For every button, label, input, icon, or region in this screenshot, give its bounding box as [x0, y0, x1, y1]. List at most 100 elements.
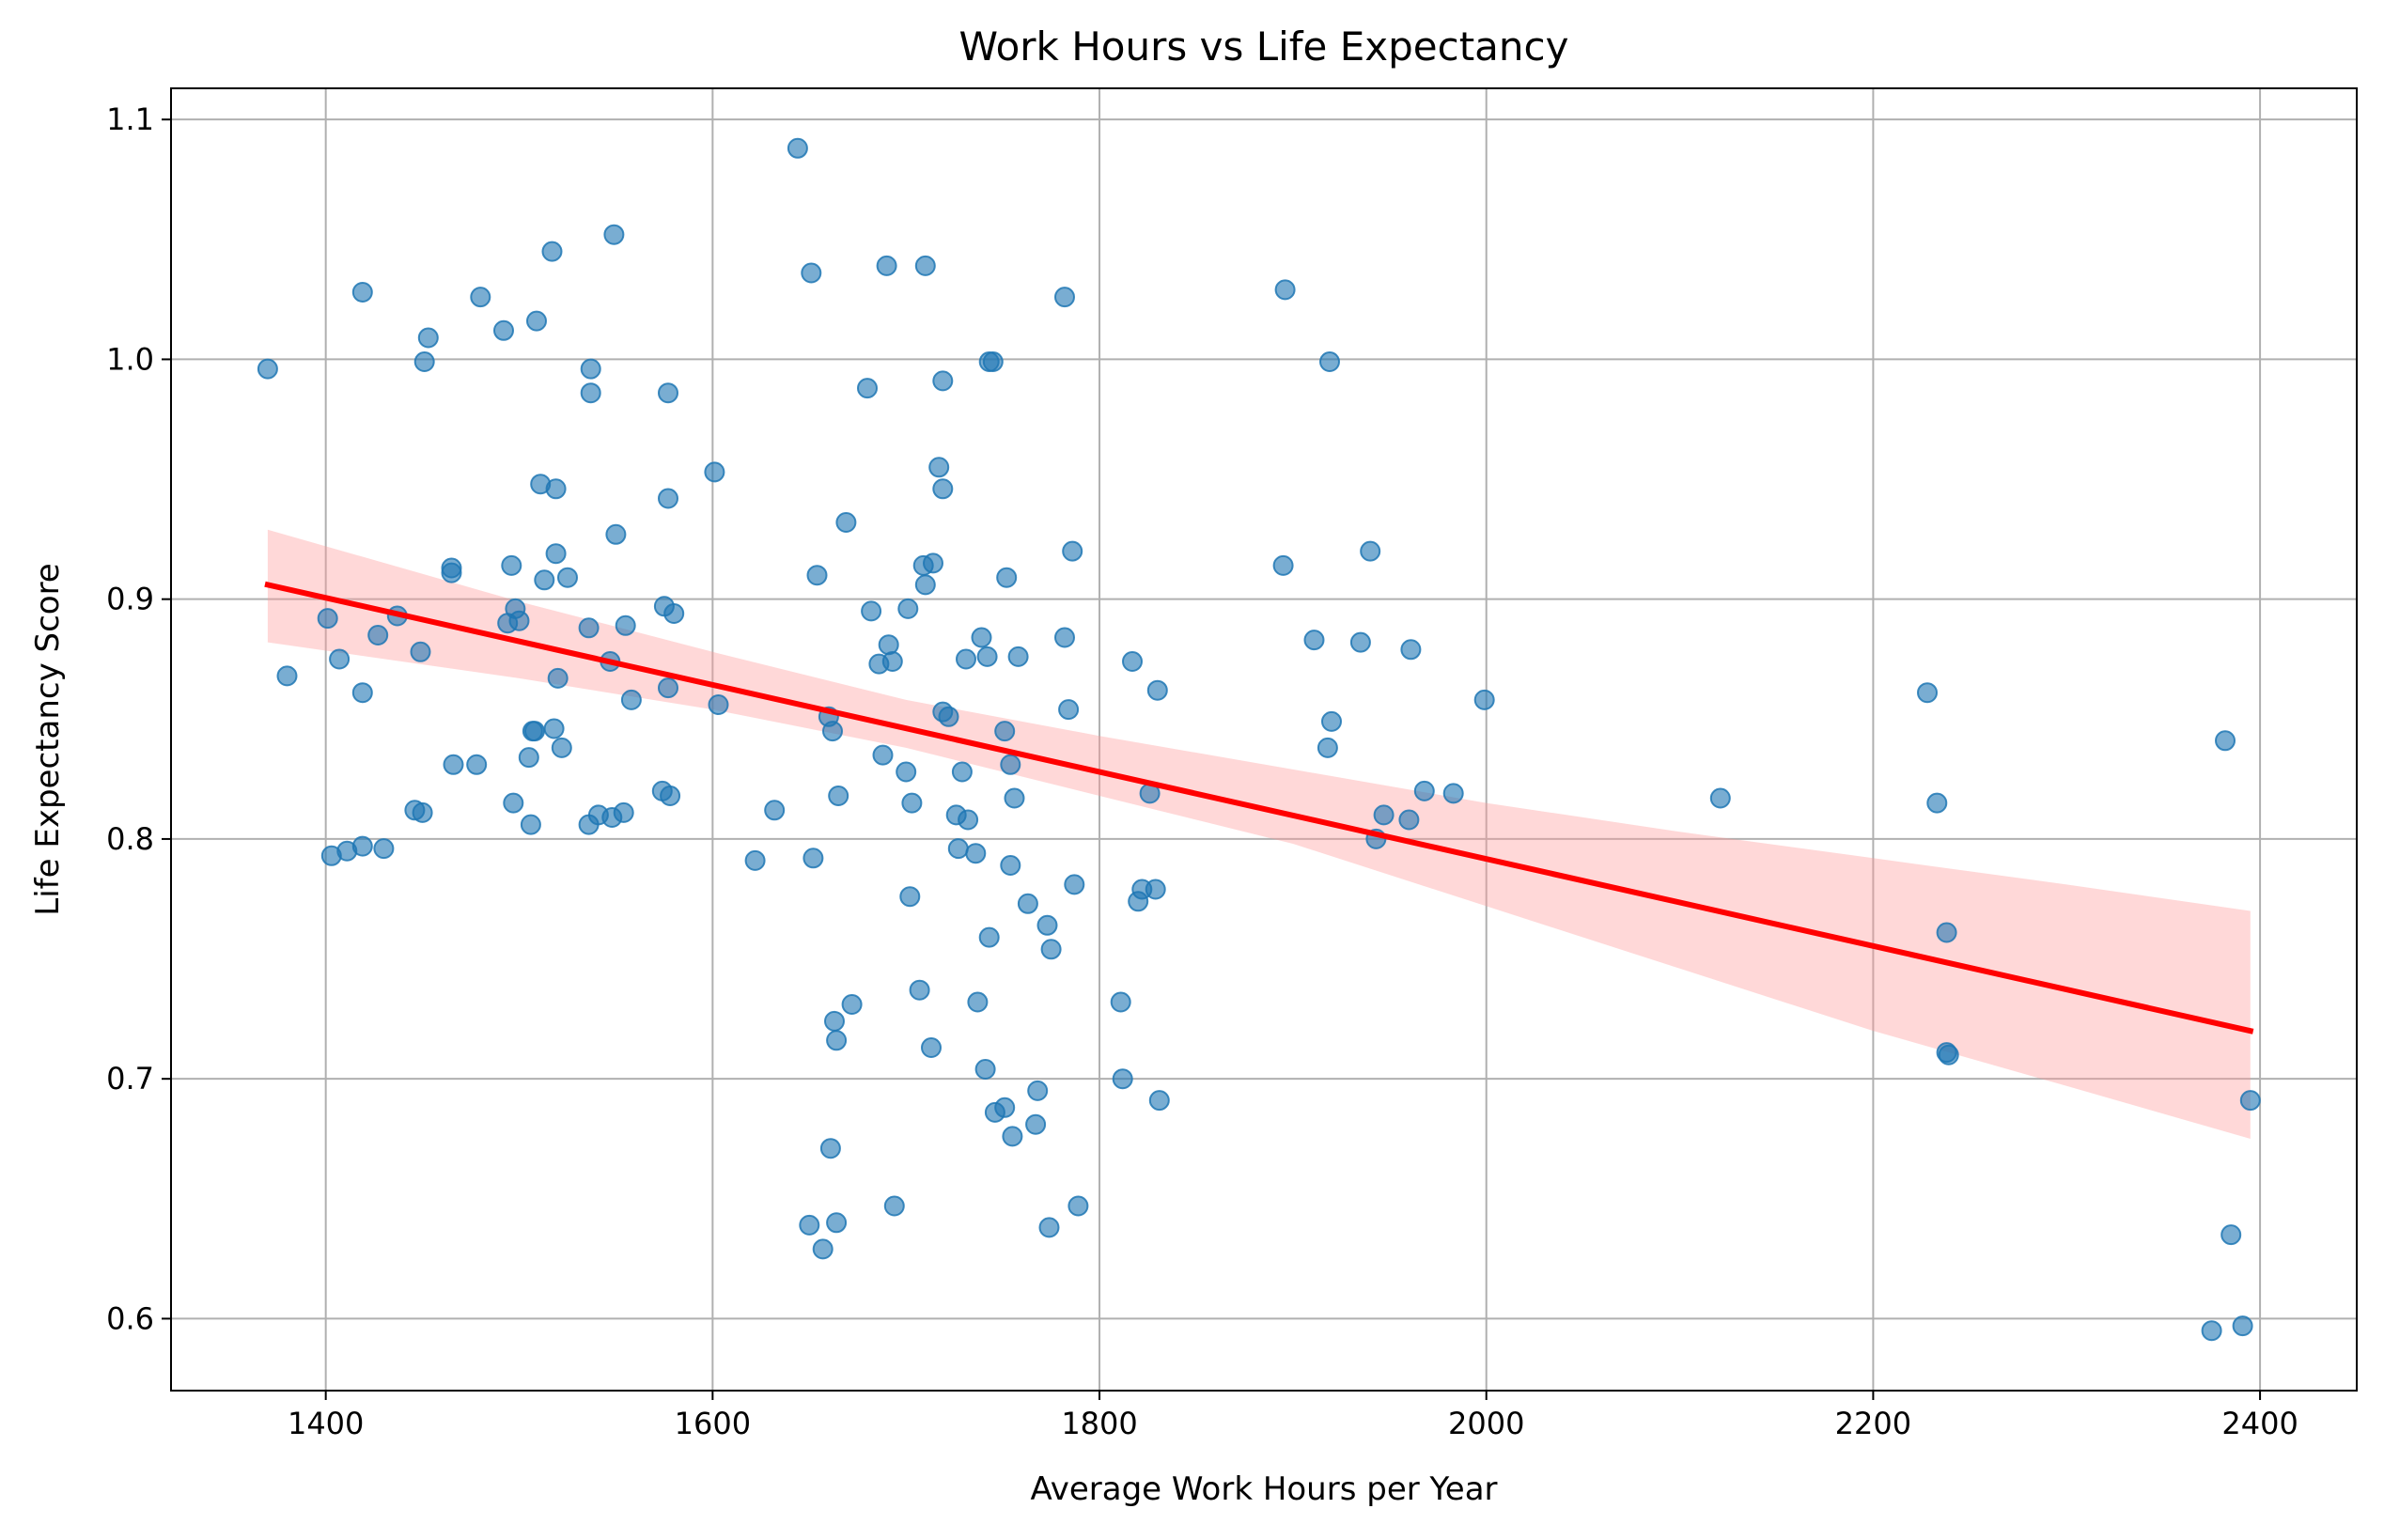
y-tick-label: 0.7	[106, 1061, 154, 1097]
data-point	[826, 1212, 848, 1234]
data-point	[551, 737, 572, 758]
data-point	[580, 382, 601, 404]
data-point	[1040, 939, 1062, 960]
data-point	[417, 327, 439, 349]
data-point	[1027, 1080, 1049, 1101]
data-point	[801, 262, 822, 284]
data-point	[317, 608, 338, 630]
data-point	[1017, 893, 1038, 914]
data-point	[802, 848, 824, 869]
data-point	[958, 809, 979, 831]
data-point	[1025, 1113, 1047, 1135]
data-point	[603, 224, 625, 245]
data-point	[897, 598, 919, 619]
data-point	[534, 569, 555, 591]
x-tick-label: 2400	[2221, 1406, 2298, 1441]
data-point	[971, 627, 992, 648]
data-point	[1442, 783, 1464, 804]
data-point	[951, 761, 973, 783]
data-point	[613, 801, 634, 823]
data-point	[1473, 689, 1495, 710]
data-point	[1303, 630, 1325, 651]
data-point	[872, 744, 894, 766]
grid-layer	[171, 88, 2357, 1391]
data-point	[660, 786, 681, 806]
data-point	[826, 1030, 848, 1051]
data-point	[881, 651, 903, 672]
data-point	[547, 667, 569, 689]
data-point	[1038, 1217, 1060, 1238]
data-point	[578, 617, 600, 639]
data-point	[896, 761, 917, 783]
data-point	[1064, 874, 1085, 895]
data-point	[819, 1138, 841, 1159]
data-point	[1000, 855, 1021, 876]
data-point	[1146, 679, 1168, 701]
x-tick-label: 1800	[1061, 1406, 1137, 1441]
data-point	[994, 1097, 1016, 1118]
data-point	[861, 600, 882, 622]
data-point	[1938, 1044, 1959, 1066]
data-point	[909, 979, 930, 1001]
data-point	[967, 991, 989, 1013]
data-point	[1360, 540, 1381, 562]
plot-frame	[170, 87, 2358, 1392]
data-point	[822, 721, 843, 742]
data-point	[956, 648, 976, 670]
data-point	[1272, 554, 1294, 576]
data-point	[921, 1037, 942, 1058]
data-point	[518, 747, 539, 769]
data-point	[2201, 1320, 2222, 1342]
data-point	[526, 310, 547, 332]
data-point	[557, 567, 578, 588]
data-point	[901, 792, 923, 814]
data-point	[744, 849, 766, 871]
data-point	[812, 1238, 834, 1260]
data-point	[466, 754, 488, 775]
y-tick-label: 0.6	[106, 1300, 154, 1336]
regression-line	[264, 581, 2254, 1034]
data-point	[883, 1195, 905, 1217]
data-point	[708, 694, 729, 715]
data-point	[1110, 991, 1131, 1013]
data-point	[663, 603, 685, 624]
data-point	[806, 565, 828, 586]
y-tick-label: 1.0	[106, 341, 154, 377]
data-point	[1036, 914, 1058, 936]
y-tick-label: 0.8	[106, 821, 154, 857]
x-tick-label: 1400	[288, 1406, 364, 1441]
data-point	[1373, 804, 1395, 826]
data-point	[1400, 639, 1422, 661]
data-point	[373, 838, 395, 860]
data-point	[1917, 682, 1938, 704]
data-point	[543, 718, 565, 739]
x-tick-label: 1600	[675, 1406, 751, 1441]
data-point	[835, 512, 857, 533]
data-point	[1122, 651, 1143, 672]
chart-title: Work Hours vs Life Expectancy	[959, 23, 1569, 70]
data-point	[764, 800, 786, 821]
data-point	[923, 552, 943, 574]
data-point	[1317, 737, 1338, 758]
data-point	[824, 1010, 845, 1032]
data-point	[976, 646, 998, 667]
y-tick-label: 1.1	[106, 101, 154, 137]
regression-line-layer	[264, 581, 2254, 1034]
data-point	[410, 641, 431, 662]
data-point	[799, 1214, 820, 1236]
y-tick-label: 0.9	[106, 582, 154, 617]
data-point	[545, 478, 567, 500]
data-point	[2220, 1224, 2242, 1246]
data-point	[1145, 879, 1166, 900]
data-point	[1398, 809, 1420, 831]
data-point	[787, 137, 808, 159]
data-point	[1002, 1126, 1023, 1147]
data-point	[928, 457, 950, 478]
data-point	[1054, 287, 1075, 308]
data-point	[1054, 627, 1075, 648]
x-axis-label: Average Work Hours per Year	[1030, 1470, 1497, 1508]
data-point	[857, 378, 878, 399]
data-point	[276, 665, 298, 687]
